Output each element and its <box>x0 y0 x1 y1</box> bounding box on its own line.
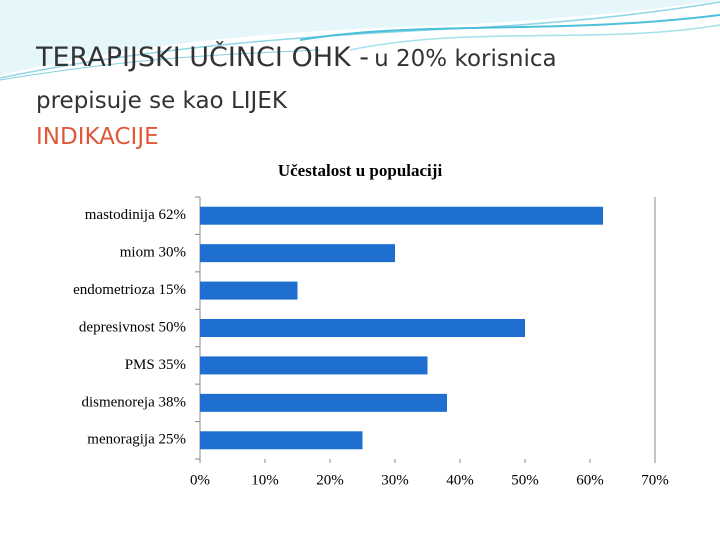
subtitle: prepisuje se kao LIJEK <box>36 88 287 114</box>
bar <box>200 281 298 300</box>
x-tick-label: 0% <box>190 472 210 488</box>
y-tick-label: endometrioza 15% <box>73 282 186 298</box>
y-tick-label: depresivnost 50% <box>79 319 186 335</box>
y-tick-label: menoragija 25% <box>87 432 186 448</box>
section-label: INDIKACIJE <box>36 124 159 150</box>
y-tick-label: PMS 35% <box>125 357 186 373</box>
x-tick-label: 40% <box>446 472 474 488</box>
title-main: TERAPIJSKI UČINCI OHK - <box>36 42 370 73</box>
x-tick-label: 70% <box>641 472 669 488</box>
bar <box>200 319 525 337</box>
x-tick-label: 50% <box>511 472 539 488</box>
y-tick-label: mastodinija 62% <box>85 207 186 223</box>
bar <box>200 206 603 225</box>
bar <box>200 356 428 375</box>
y-tick-label: miom 30% <box>120 245 186 261</box>
x-tick-label: 10% <box>251 472 279 488</box>
chart-title: Učestalost u populaciji <box>278 161 443 180</box>
top-wave <box>0 0 720 81</box>
x-tick-label: 20% <box>316 472 344 488</box>
bar <box>200 393 447 412</box>
title-sub: u 20% korisnica <box>374 46 557 72</box>
slide-title: TERAPIJSKI UČINCI OHK - u 20% korisnica <box>36 42 557 73</box>
x-tick-label: 30% <box>381 472 409 488</box>
bar <box>200 431 363 450</box>
y-tick-label: dismenoreja 38% <box>81 394 186 410</box>
bar <box>200 244 395 263</box>
x-tick-label: 60% <box>576 472 604 488</box>
